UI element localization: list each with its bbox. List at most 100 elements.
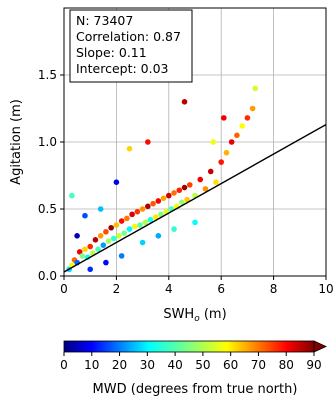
x-tick-label: 8 [270, 282, 278, 296]
colorbar-ticks: 0 10 20 30 40 50 60 70 80 90 [60, 352, 322, 372]
data-point [95, 246, 101, 252]
data-point [113, 222, 120, 228]
stats-correlation: Correlation: 0.87 [76, 29, 181, 44]
data-point [116, 233, 122, 239]
data-point [184, 196, 190, 203]
data-point [176, 187, 183, 194]
data-point [87, 243, 93, 250]
data-point [213, 179, 219, 185]
data-point [110, 235, 117, 242]
data-point [87, 266, 93, 273]
x-axis-label: SWHo (m) [163, 307, 226, 324]
data-point [82, 212, 88, 219]
colorbar-tick-label: 40 [167, 358, 182, 372]
data-point [207, 168, 214, 175]
data-point [221, 115, 227, 121]
x-tick-label: 2 [113, 282, 121, 296]
data-point [97, 206, 104, 212]
data-point [129, 211, 135, 218]
data-point [186, 182, 193, 188]
colorbar-tick-label: 80 [279, 358, 294, 372]
data-point [228, 139, 235, 145]
colorbar-extend-max [313, 340, 327, 353]
stats-box [69, 9, 193, 83]
data-point [121, 230, 128, 236]
data-point [252, 85, 259, 92]
y-tick-label: 1.5 [38, 68, 57, 82]
colorbar [63, 340, 315, 353]
data-point [134, 208, 141, 215]
data-point [142, 219, 149, 226]
data-point [234, 132, 240, 139]
data-point [181, 99, 188, 105]
data-point [249, 105, 256, 112]
colorbar-tick-label: 10 [84, 358, 99, 372]
data-point [118, 218, 125, 224]
y-tick-label: 0.0 [38, 269, 57, 283]
data-point [124, 215, 130, 222]
regression-line [63, 123, 327, 273]
y-axis-ticks: 0.0 0.5 1.0 1.5 [38, 68, 64, 283]
data-point [192, 219, 198, 226]
colorbar-tick-label: 90 [306, 358, 321, 372]
colorbar-tick-label: 30 [140, 358, 155, 372]
data-point [158, 211, 164, 218]
data-point [155, 198, 162, 204]
data-point [155, 233, 162, 239]
data-point [160, 195, 167, 202]
colorbar-tick-label: 0 [60, 358, 68, 372]
y-tick-label: 1.0 [38, 135, 57, 149]
data-point [97, 233, 104, 239]
data-point [79, 253, 86, 259]
data-point [105, 238, 112, 244]
data-point [145, 139, 151, 145]
data-point [118, 253, 125, 259]
data-point [239, 123, 245, 129]
colorbar-tick-label: 20 [112, 358, 127, 372]
stats-slope: Slope: 0.11 [76, 45, 147, 60]
data-point [126, 226, 133, 232]
colorbar-label: MWD (degrees from true north) [93, 382, 298, 397]
x-tick-label: 10 [318, 282, 333, 296]
data-point [74, 233, 80, 239]
data-point [92, 237, 99, 243]
data-point [197, 176, 204, 183]
data-point [179, 199, 185, 206]
x-axis-label-subscript: o [194, 314, 200, 324]
data-point [150, 200, 156, 207]
data-point [103, 228, 109, 235]
data-point [103, 259, 109, 266]
x-tick-label: 4 [165, 282, 173, 296]
data-point [210, 139, 217, 145]
x-axis-ticks: 0 2 4 6 8 10 [60, 276, 334, 296]
data-point [139, 239, 146, 246]
data-point [147, 216, 154, 223]
data-point [171, 226, 177, 232]
data-point [82, 246, 88, 252]
colorbar-tick-label: 60 [223, 358, 238, 372]
data-point [244, 115, 251, 121]
data-point [171, 190, 177, 196]
data-point [76, 249, 83, 255]
data-point [69, 192, 75, 199]
data-points [66, 85, 259, 273]
x-tick-label: 6 [217, 282, 225, 296]
y-axis-label: Agitation (m) [9, 99, 24, 185]
data-point [139, 206, 146, 212]
data-point [100, 242, 107, 248]
data-point [113, 179, 120, 185]
data-point [202, 186, 209, 192]
colorbar-tick-label: 70 [251, 358, 266, 372]
data-point [126, 145, 133, 152]
colorbar-tick-label: 50 [195, 358, 210, 372]
data-point [131, 223, 138, 230]
stats-n: N: 73407 [76, 13, 133, 28]
data-point [181, 184, 188, 191]
data-point [152, 214, 159, 220]
data-point [166, 192, 172, 199]
stats-intercept: Intercept: 0.03 [76, 61, 168, 76]
data-point [108, 224, 114, 231]
data-point [137, 222, 143, 228]
data-point [218, 159, 224, 165]
